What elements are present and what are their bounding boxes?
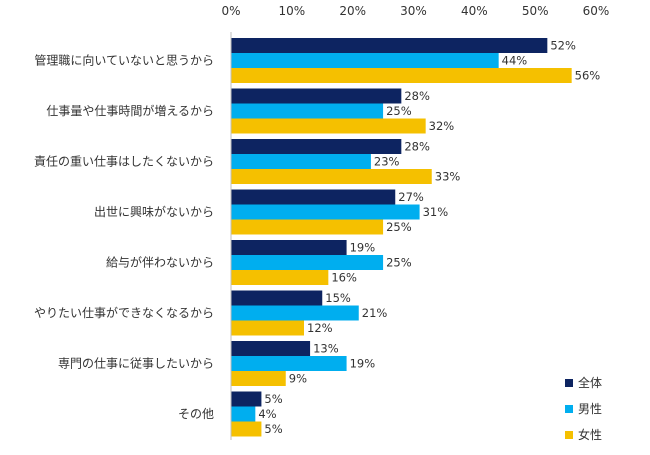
bar (231, 421, 262, 437)
bar (231, 219, 384, 235)
data-label: 13% (313, 342, 339, 356)
data-label: 16% (331, 271, 357, 285)
bar (231, 356, 347, 371)
bar (231, 103, 384, 119)
x-tick-label: 30% (400, 4, 427, 18)
category-label: 出世に興味がないから (94, 204, 214, 219)
data-label: 25% (386, 104, 412, 118)
legend-label: 女性 (578, 427, 602, 442)
data-label: 9% (289, 372, 307, 386)
x-tick-label: 40% (461, 4, 488, 18)
bar (231, 68, 572, 83)
data-label: 32% (429, 119, 455, 133)
x-axis-ticks: 0% 10% 20% 30% 40% 50% 60% (221, 4, 609, 18)
x-tick-label: 0% (221, 4, 240, 18)
category-label: その他 (178, 407, 214, 421)
data-label: 21% (362, 306, 388, 320)
data-label: 23% (374, 155, 400, 169)
bar (231, 371, 286, 386)
value-labels: 52%44%56%28%25%32%28%23%33%27%31%25%19%2… (258, 39, 600, 437)
data-label: 19% (350, 357, 376, 371)
bars (231, 38, 572, 437)
x-tick-label: 10% (278, 4, 305, 18)
data-label: 44% (502, 54, 528, 68)
bar (231, 290, 323, 306)
data-label: 33% (435, 170, 461, 184)
bar (231, 38, 548, 53)
bar (231, 204, 420, 220)
bar (231, 320, 304, 336)
data-label: 28% (404, 89, 430, 103)
data-label: 27% (398, 190, 424, 204)
data-label: 31% (423, 205, 449, 219)
bar (231, 406, 256, 422)
bar (231, 189, 396, 205)
data-label: 56% (575, 69, 601, 83)
data-label: 25% (386, 220, 412, 234)
data-label: 4% (258, 407, 276, 421)
bar (231, 240, 347, 255)
category-label: 専門の仕事に従事したいから (58, 357, 214, 371)
category-label: 責任の重い仕事はしたくないから (34, 155, 214, 169)
data-label: 5% (264, 392, 282, 406)
bar (231, 53, 499, 68)
x-tick-label: 60% (583, 4, 610, 18)
bar (231, 88, 402, 104)
data-label: 19% (350, 241, 376, 255)
category-label: 給与が伴わないから (106, 255, 214, 270)
bar (231, 255, 384, 270)
category-label: 仕事量や仕事時間が増えるから (46, 103, 214, 118)
data-label: 15% (325, 291, 351, 305)
category-labels: 管理職に向いていないと思うから仕事量や仕事時間が増えるから責任の重い仕事はしたく… (34, 53, 214, 422)
legend-label: 男性 (578, 402, 602, 416)
legend-swatch (565, 431, 573, 439)
category-label: やりたい仕事ができなくなるから (34, 305, 214, 320)
data-label: 28% (404, 140, 430, 154)
x-tick-label: 50% (522, 4, 549, 18)
legend-swatch (565, 379, 573, 387)
bar (231, 305, 359, 321)
bar (231, 118, 426, 134)
data-label: 52% (550, 39, 576, 53)
category-label: 管理職に向いていないと思うから (34, 53, 214, 68)
bar (231, 270, 329, 285)
legend-swatch (565, 405, 573, 413)
bar (231, 341, 311, 356)
bar (231, 169, 432, 184)
bar (231, 139, 402, 154)
data-label: 12% (307, 321, 333, 335)
bar (231, 154, 371, 169)
data-label: 5% (264, 422, 282, 436)
legend-label: 全体 (578, 375, 602, 390)
data-label: 25% (386, 256, 412, 270)
bar (231, 391, 262, 407)
x-tick-label: 20% (339, 4, 366, 18)
